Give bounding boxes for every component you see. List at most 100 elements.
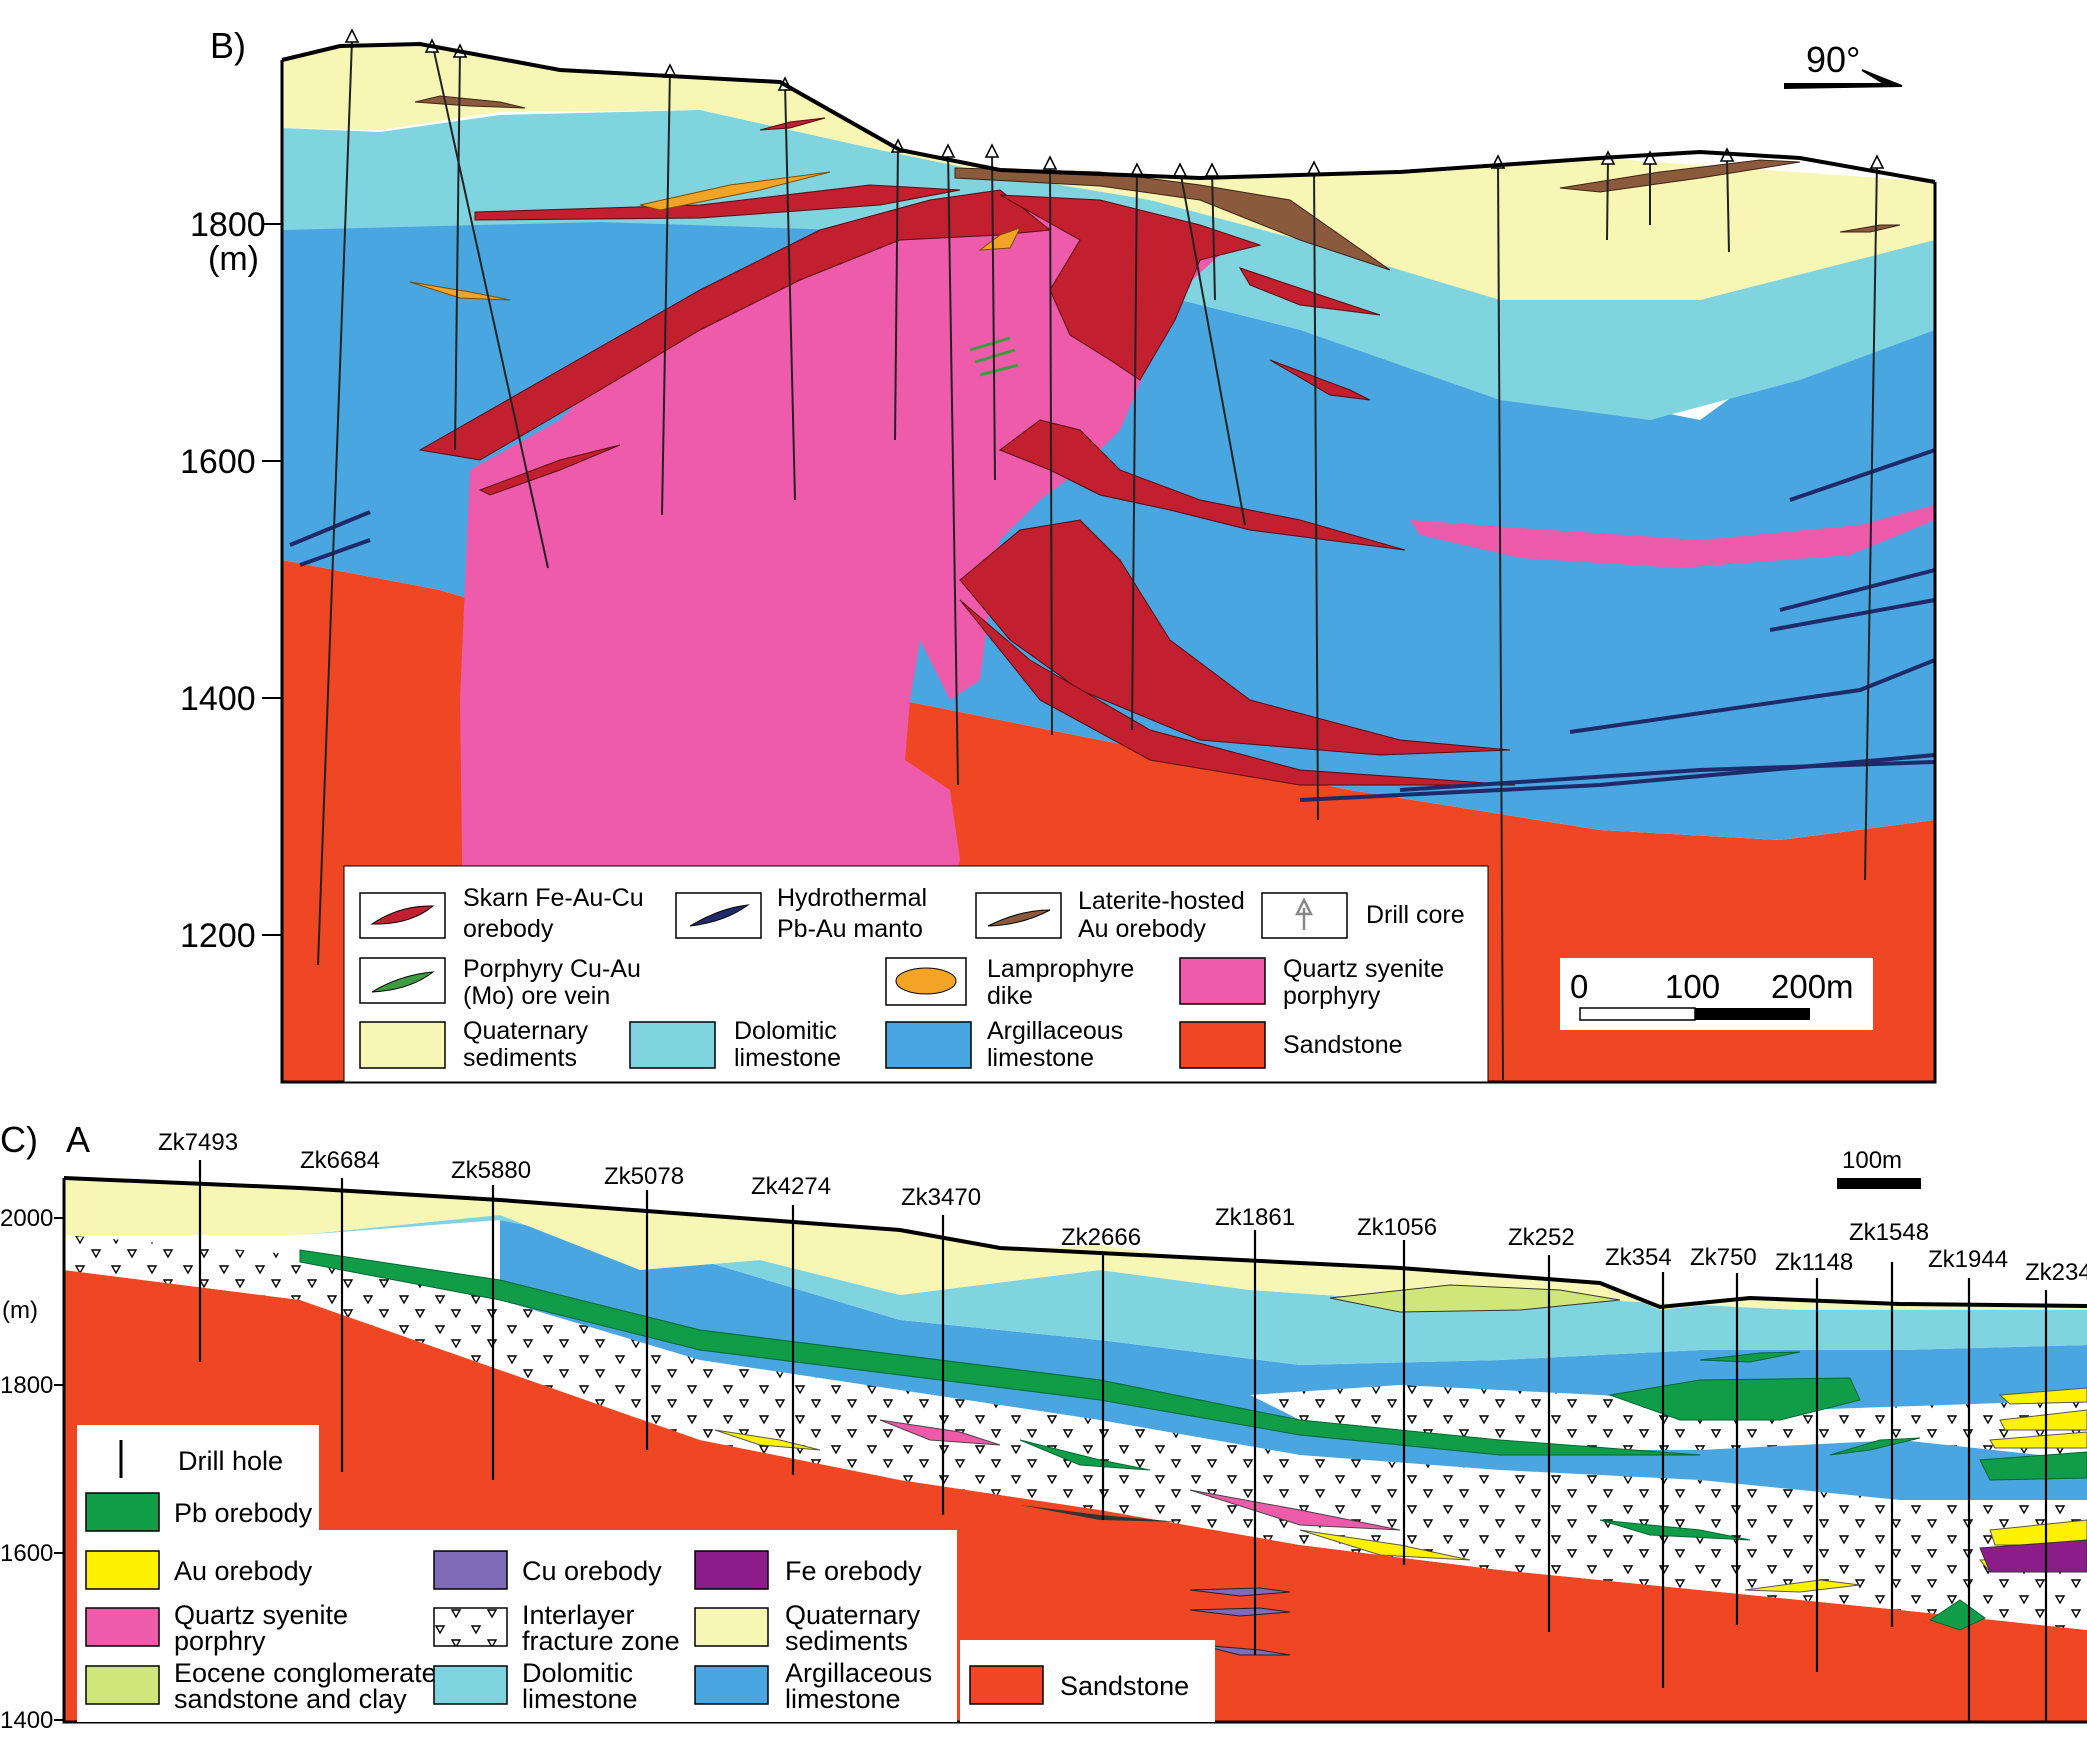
b-legend-sandstone-symbol: [1179, 1021, 1266, 1069]
c-pb-3: [1699, 1351, 1801, 1363]
c-label-zk1944: Zk1944: [1928, 1246, 2008, 1273]
c-label-zk5880: Zk5880: [451, 1157, 531, 1184]
b-drill-3: [454, 49, 461, 451]
b-legend-laterite-l1: Laterite-hosted: [1078, 887, 1245, 915]
b-orientation-arrow-icon: [1784, 69, 1903, 90]
b-collar-1: [344, 28, 360, 43]
b-drill-5: [784, 83, 796, 501]
b-orientation-label: 90°: [1806, 39, 1860, 80]
c-au-6: [1989, 1519, 2087, 1546]
c-au-3: [1744, 1579, 1861, 1593]
c-legend-sandstone-l1: Sandstone: [1060, 1671, 1189, 1701]
c-lens-sandstone: [1020, 1505, 1180, 1522]
panel-c-label: C): [0, 1119, 38, 1160]
c-pb-4: [1599, 1519, 1751, 1541]
b-drill-13: [1313, 167, 1319, 821]
b-manto-4: [1569, 658, 1936, 734]
b-elev-1400: 1400: [180, 680, 256, 718]
b-legend-syenite-l1: Quartz syenite: [1283, 955, 1444, 983]
b-scale-black: [1695, 1008, 1810, 1020]
c-pb-5: [1979, 1451, 2087, 1481]
c-topographic-surface: [63, 1176, 2087, 1310]
b-legend-porphyry-l2: (Mo) ore vein: [463, 982, 610, 1010]
b-syenite-porphyry: [460, 205, 1260, 1082]
c-fe-orebody: [1979, 1539, 2087, 1573]
c-label-zk1148: Zk1148: [1775, 1249, 1853, 1276]
c-legend-quaternary-l1: Quaternary: [785, 1600, 921, 1630]
c-label-zk6684: Zk6684: [300, 1147, 380, 1174]
c-au-5: [1999, 1409, 2087, 1431]
c-legend-argillaceous-l1: Argillaceous: [785, 1658, 932, 1688]
b-mantos: [289, 448, 1936, 802]
b-syenite-dike: [1410, 505, 1935, 568]
b-elevation-axis: 1800 (m) 1600 1400 1200: [180, 206, 282, 955]
c-syenite-2: [1189, 1489, 1401, 1531]
c-elev-2000: 2000: [0, 1205, 53, 1232]
b-porphyry-vein-2: [974, 348, 1016, 364]
b-drill-6: [894, 144, 899, 441]
b-topographic-surface: [281, 41, 1936, 184]
c-cu-1: [1189, 1587, 1291, 1597]
c-quaternary: [64, 1180, 2087, 1310]
c-legend-bg-main: [77, 1530, 957, 1722]
b-collar-12: [1204, 162, 1220, 177]
b-legend-skarn-lens: [370, 905, 435, 925]
c-legend-au-l1: Au orebody: [174, 1556, 313, 1586]
b-collar-16: [1642, 150, 1658, 165]
b-legend-laterite-l2: Au orebody: [1078, 915, 1206, 943]
b-skarn-10: [759, 117, 826, 131]
b-laterite-orebodies: [414, 95, 1901, 271]
b-legend-manto-l2: Pb-Au manto: [777, 915, 923, 943]
c-legend-quaternary-symbol: [694, 1607, 769, 1647]
c-elev-1400: 1400: [0, 1707, 53, 1734]
c-cu-3: [1199, 1644, 1291, 1656]
b-skarn-1: [474, 184, 961, 221]
c-legend-fracture-l1: Interlayer: [522, 1600, 635, 1630]
c-label-zk354: Zk354: [1605, 1244, 1672, 1271]
b-elev-1800: 1800: [190, 206, 266, 244]
c-legend: Drill hole Pb orebody Au orebody Cu oreb…: [77, 1425, 1215, 1722]
b-drill-15: [1606, 157, 1609, 241]
b-collar-13: [1306, 160, 1322, 175]
b-skarn-4: [998, 419, 1406, 551]
b-legend-lamprophyre-l2: dike: [987, 982, 1033, 1010]
panel-c: C) A: [0, 1119, 2087, 1734]
c-legend-syenite-l1: Quartz syenite: [174, 1600, 348, 1630]
c-legend-cu-l1: Cu orebody: [522, 1556, 662, 1586]
b-elev-1200: 1200: [180, 917, 256, 955]
panel-b-label: B): [210, 25, 246, 66]
b-elev-1600: 1600: [180, 443, 256, 481]
c-legend-syenite-symbol: [85, 1607, 160, 1647]
b-collar-7: [940, 143, 956, 158]
b-manto-8: [299, 538, 371, 567]
b-drill-11: [1179, 169, 1246, 526]
c-legend-sandstone-symbol: [969, 1665, 1044, 1705]
b-legend-laterite-lens: [987, 909, 1051, 927]
b-drill-cores: [317, 39, 1878, 1081]
c-label-zk1056: Zk1056: [1357, 1214, 1437, 1241]
b-legend-dolomitic-l1: Dolomitic: [734, 1017, 837, 1045]
b-drill-4: [661, 69, 671, 516]
b-lamprophyre-2: [409, 281, 511, 301]
b-manto-6: [1399, 760, 1936, 792]
b-legend-lamprophyre-ellipse: [895, 967, 957, 995]
b-legend-syenite-l2: porphyry: [1283, 982, 1381, 1010]
b-skarn-6: [959, 599, 1516, 786]
b-skarn-9: [1269, 359, 1371, 401]
c-legend-argillaceous-l2: limestone: [785, 1684, 901, 1714]
b-legend-argillaceous-l2: limestone: [987, 1044, 1094, 1072]
b-legend-lamprophyre-l1: Lamprophyre: [987, 955, 1134, 983]
c-legend-quaternary-l2: sediments: [785, 1626, 908, 1656]
c-au-8: [1989, 1431, 2087, 1449]
c-dolomitic: [300, 1215, 2087, 1365]
b-legend-manto-l1: Hydrothermal: [777, 884, 927, 912]
b-laterite-4: [1839, 224, 1901, 233]
b-collar-9: [1042, 155, 1058, 170]
b-drill-2: [431, 41, 549, 569]
b-drill-12: [1211, 169, 1216, 301]
b-drill-1: [317, 39, 353, 966]
c-legend-cu-symbol: [433, 1550, 508, 1590]
b-drill-17: [1726, 154, 1730, 253]
b-legend-argillaceous-l1: Argillaceous: [987, 1017, 1123, 1045]
c-legend-eocene-l1: Eocene conglomerate,: [174, 1658, 444, 1688]
